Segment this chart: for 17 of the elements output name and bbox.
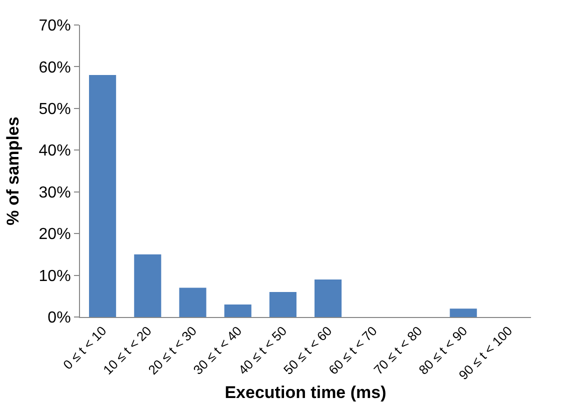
y-tick-label: 50% [38,101,71,118]
bar [179,288,206,317]
y-tick-label: 0% [48,310,71,327]
bar [134,254,162,317]
y-tick-label: 40% [38,142,71,160]
bar [89,75,116,317]
y-tick-label: 30% [38,184,71,202]
bar [314,279,342,317]
y-tick-label: 20% [38,226,71,244]
y-axis-title: % of samples [3,116,22,226]
y-tick-label: 70% [38,18,71,35]
y-tick-label: 60% [38,59,71,76]
x-axis-title: Execution time (ms) [224,382,386,402]
y-tick-label: 10% [38,268,71,285]
bar [269,292,296,317]
bar [450,308,477,317]
bar [224,304,252,317]
